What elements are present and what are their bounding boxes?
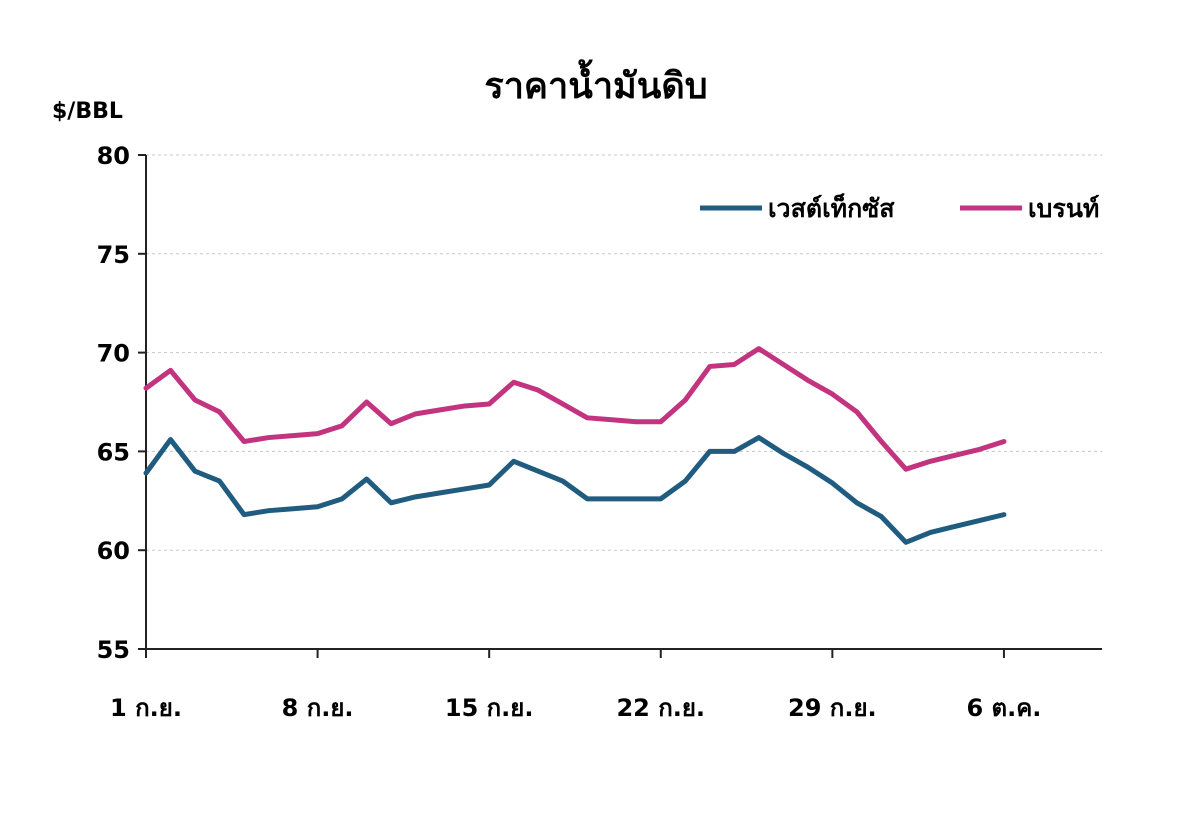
x-tick-label: 1 ก.ย. — [110, 694, 182, 722]
x-tick-label: 22 ก.ย. — [616, 694, 705, 722]
legend-label-brent: เบรนท์ — [1028, 194, 1099, 223]
x-tick-label: 29 ก.ย. — [788, 694, 877, 722]
x-tick-label: 15 ก.ย. — [445, 694, 534, 722]
x-tick-label: 6 ต.ค. — [966, 694, 1041, 722]
legend-label-west-texas: เวสต์เท็กซัส — [768, 193, 895, 223]
x-axis-ticks: 1 ก.ย. 8 ก.ย. 15 ก.ย. 22 ก.ย. 29 ก.ย. 6 ต.ค. — [110, 649, 1041, 722]
y-tick-label: 65 — [97, 438, 130, 466]
y-tick-label: 75 — [97, 241, 130, 269]
y-tick-label: 55 — [97, 636, 130, 664]
legend: เวสต์เท็กซัส เบรนท์ — [700, 193, 1099, 223]
series-line-brent — [143, 346, 1007, 472]
series-layer — [143, 346, 1007, 545]
y-tick-label: 80 — [97, 142, 130, 170]
y-axis-ticks: 55 60 65 70 75 80 — [97, 142, 146, 664]
y-axis-unit-label: $/BBL — [52, 99, 123, 124]
x-tick-label: 8 ก.ย. — [282, 694, 354, 722]
y-tick-label: 70 — [97, 340, 130, 368]
chart-title: ราคาน้ำมันดิบ — [484, 59, 707, 107]
y-tick-label: 60 — [97, 537, 130, 565]
gridlines — [146, 154, 1102, 551]
series-line-west-texas — [143, 435, 1007, 545]
